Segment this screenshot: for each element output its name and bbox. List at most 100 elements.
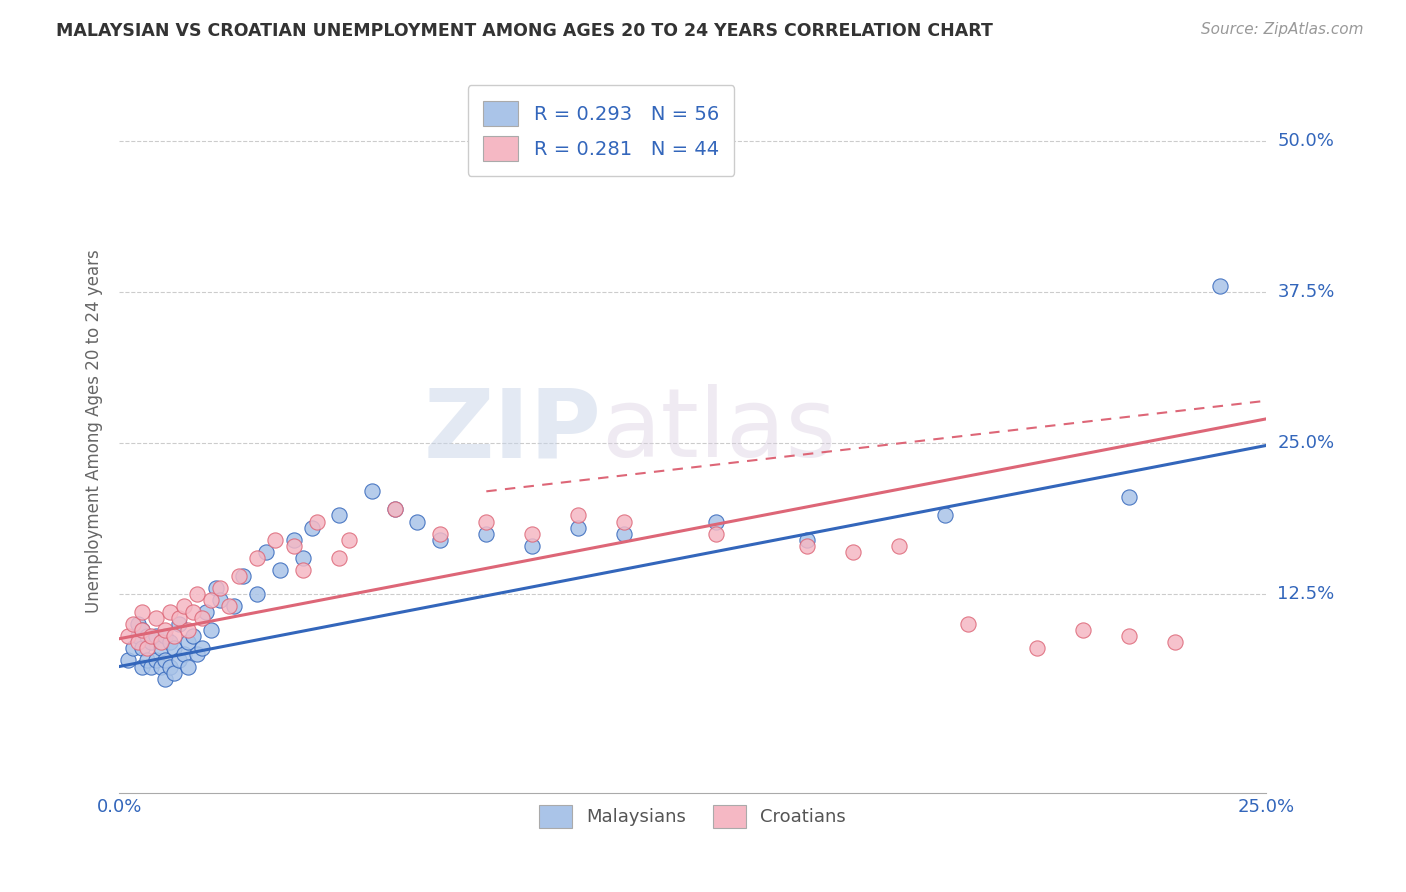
Point (122, 617, 145, 632)
Point (163, 665, 186, 680)
Point (1118, 491, 1140, 505)
Point (204, 581, 226, 595)
Point (145, 629, 167, 643)
Point (1118, 629, 1140, 643)
Point (177, 624, 200, 638)
Point (191, 641, 214, 656)
Point (141, 659, 163, 673)
Text: 50.0%: 50.0% (1278, 132, 1334, 150)
Point (153, 624, 176, 638)
Point (406, 515, 429, 529)
Point (328, 550, 350, 565)
Point (153, 653, 176, 667)
Point (131, 659, 153, 673)
Point (337, 533, 360, 547)
Point (191, 611, 214, 625)
Point (704, 526, 727, 541)
Point (200, 624, 222, 638)
Point (889, 539, 911, 553)
Point (141, 629, 163, 643)
Point (796, 533, 818, 547)
Point (209, 581, 232, 595)
Point (135, 641, 157, 656)
Point (153, 672, 176, 686)
Point (283, 539, 305, 553)
Point (1163, 635, 1185, 649)
Point (167, 611, 190, 625)
Point (122, 641, 145, 656)
Point (181, 605, 204, 619)
Point (209, 593, 232, 607)
Point (167, 653, 190, 667)
Point (301, 520, 323, 534)
Point (141, 635, 163, 649)
Point (291, 563, 314, 577)
Point (117, 629, 139, 643)
Point (149, 659, 172, 673)
Point (127, 635, 149, 649)
Point (291, 550, 314, 565)
Text: ZIP: ZIP (423, 384, 600, 477)
Point (1209, 279, 1232, 293)
Point (131, 641, 153, 656)
Point (934, 508, 956, 523)
Point (131, 624, 153, 638)
Point (254, 545, 277, 559)
Point (384, 502, 406, 516)
Text: 12.5%: 12.5% (1278, 585, 1334, 603)
Point (173, 599, 195, 613)
Point (613, 515, 636, 529)
Point (149, 641, 172, 656)
Point (200, 593, 222, 607)
Point (957, 617, 980, 632)
Point (127, 629, 149, 643)
Y-axis label: Unemployment Among Ages 20 to 24 years: Unemployment Among Ages 20 to 24 years (86, 249, 103, 613)
Text: 25.0%: 25.0% (1278, 434, 1334, 452)
Point (360, 484, 382, 499)
Point (149, 635, 172, 649)
Point (131, 605, 153, 619)
Point (159, 605, 181, 619)
Point (186, 587, 208, 601)
Point (135, 629, 157, 643)
Point (704, 515, 727, 529)
Point (246, 587, 269, 601)
Text: MALAYSIAN VS CROATIAN UNEMPLOYMENT AMONG AGES 20 TO 24 YEARS CORRELATION CHART: MALAYSIAN VS CROATIAN UNEMPLOYMENT AMONG… (56, 22, 993, 40)
Point (218, 599, 240, 613)
Point (567, 508, 589, 523)
Point (177, 659, 200, 673)
Point (522, 539, 544, 553)
Point (475, 526, 498, 541)
Point (135, 653, 157, 667)
Point (173, 648, 195, 662)
Point (613, 526, 636, 541)
Text: 37.5%: 37.5% (1278, 283, 1334, 301)
Point (222, 599, 245, 613)
Point (842, 545, 865, 559)
Point (131, 624, 153, 638)
Point (181, 629, 204, 643)
Point (429, 526, 451, 541)
Text: Source: ZipAtlas.com: Source: ZipAtlas.com (1201, 22, 1364, 37)
Point (1071, 624, 1094, 638)
Point (159, 659, 181, 673)
Point (269, 563, 291, 577)
Point (117, 653, 139, 667)
Point (1025, 641, 1047, 656)
Point (228, 569, 250, 583)
Point (145, 653, 167, 667)
Point (153, 629, 176, 643)
Point (384, 502, 406, 516)
Point (264, 533, 287, 547)
Point (127, 617, 149, 632)
Text: atlas: atlas (600, 384, 837, 477)
Point (796, 539, 818, 553)
Point (186, 648, 208, 662)
Point (522, 526, 544, 541)
Point (232, 569, 254, 583)
Point (195, 605, 218, 619)
Point (305, 515, 328, 529)
Point (475, 515, 498, 529)
Point (567, 520, 589, 534)
Legend: Malaysians, Croatians: Malaysians, Croatians (533, 797, 853, 835)
